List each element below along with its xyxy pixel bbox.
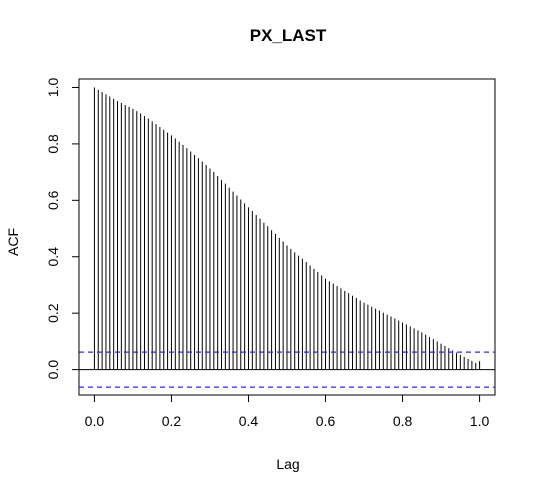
x-tick-label: 0.6 <box>316 413 336 429</box>
x-tick-label: 0.0 <box>85 413 105 429</box>
acf-bars <box>93 87 481 370</box>
x-tick-label: 0.8 <box>393 413 413 429</box>
y-tick-label: 1.0 <box>45 78 61 98</box>
y-tick-label: 0.8 <box>45 134 61 154</box>
x-tick-label: 1.0 <box>470 413 490 429</box>
y-tick-label: 0.4 <box>45 247 61 267</box>
chart-title: PX_LAST <box>250 26 327 45</box>
y-tick-label: 0.0 <box>45 360 61 380</box>
x-axis-label: Lag <box>276 456 299 472</box>
x-tick-label: 0.2 <box>162 413 182 429</box>
y-axis-label: ACF <box>5 228 21 256</box>
x-tick-label: 0.4 <box>239 413 259 429</box>
reference-lines <box>79 351 495 388</box>
y-tick-label: 0.6 <box>45 190 61 210</box>
y-tick-label: 0.2 <box>45 303 61 323</box>
y-axis: 0.0 0.2 0.4 0.6 0.8 1.0 <box>45 78 80 380</box>
x-axis: 0.0 0.2 0.4 0.6 0.8 1.0 <box>85 394 490 429</box>
